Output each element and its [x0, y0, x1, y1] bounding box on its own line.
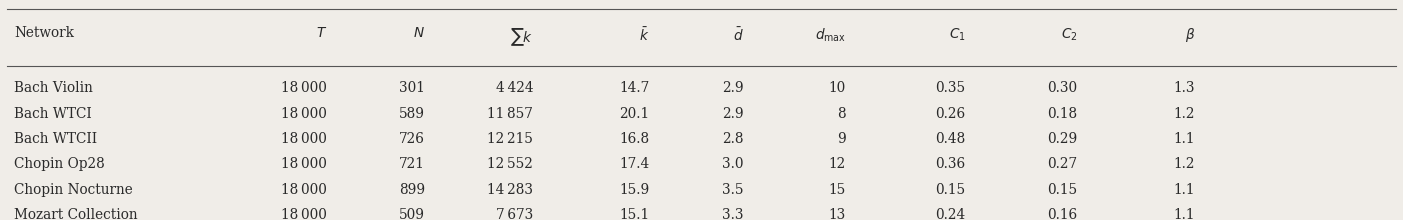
Text: 721: 721 [400, 157, 425, 171]
Text: Bach Violin: Bach Violin [14, 81, 93, 95]
Text: 2.9: 2.9 [723, 107, 744, 121]
Text: 0.15: 0.15 [1048, 183, 1078, 197]
Text: 14.7: 14.7 [619, 81, 650, 95]
Text: $C_2$: $C_2$ [1061, 26, 1078, 43]
Text: 18 000: 18 000 [281, 132, 327, 146]
Text: 4 424: 4 424 [495, 81, 533, 95]
Text: 301: 301 [400, 81, 425, 95]
Text: 9: 9 [838, 132, 846, 146]
Text: 18 000: 18 000 [281, 183, 327, 197]
Text: 15: 15 [829, 183, 846, 197]
Text: 11 857: 11 857 [487, 107, 533, 121]
Text: 12 215: 12 215 [487, 132, 533, 146]
Text: $C_1$: $C_1$ [948, 26, 965, 43]
Text: 0.48: 0.48 [934, 132, 965, 146]
Text: 726: 726 [400, 132, 425, 146]
Text: 0.18: 0.18 [1048, 107, 1078, 121]
Text: 0.27: 0.27 [1048, 157, 1078, 171]
Text: $\bar{d}$: $\bar{d}$ [732, 26, 744, 44]
Text: 8: 8 [838, 107, 846, 121]
Text: 0.24: 0.24 [934, 208, 965, 220]
Text: Bach WTCII: Bach WTCII [14, 132, 97, 146]
Text: 20.1: 20.1 [620, 107, 650, 121]
Text: 16.8: 16.8 [620, 132, 650, 146]
Text: 2.9: 2.9 [723, 81, 744, 95]
Text: Network: Network [14, 26, 74, 40]
Text: 18 000: 18 000 [281, 81, 327, 95]
Text: 18 000: 18 000 [281, 157, 327, 171]
Text: 12 552: 12 552 [487, 157, 533, 171]
Text: 17.4: 17.4 [619, 157, 650, 171]
Text: $\bar{k}$: $\bar{k}$ [640, 26, 650, 44]
Text: 0.36: 0.36 [936, 157, 965, 171]
Text: 2.8: 2.8 [723, 132, 744, 146]
Text: $\sum k$: $\sum k$ [509, 26, 533, 48]
Text: 0.15: 0.15 [936, 183, 965, 197]
Text: 15.9: 15.9 [619, 183, 650, 197]
Text: $N$: $N$ [414, 26, 425, 40]
Text: 1.1: 1.1 [1174, 132, 1195, 146]
Text: 1.3: 1.3 [1174, 81, 1195, 95]
Text: Chopin Op28: Chopin Op28 [14, 157, 105, 171]
Text: 0.29: 0.29 [1047, 132, 1078, 146]
Text: Mozart Collection: Mozart Collection [14, 208, 137, 220]
Text: 589: 589 [398, 107, 425, 121]
Text: 1.1: 1.1 [1174, 183, 1195, 197]
Text: $\beta$: $\beta$ [1186, 26, 1195, 44]
Text: $d_{\mathrm{max}}$: $d_{\mathrm{max}}$ [815, 26, 846, 44]
Text: 14 283: 14 283 [487, 183, 533, 197]
Text: 10: 10 [829, 81, 846, 95]
Text: 1.2: 1.2 [1174, 157, 1195, 171]
Text: 509: 509 [398, 208, 425, 220]
Text: 13: 13 [829, 208, 846, 220]
Text: 0.16: 0.16 [1048, 208, 1078, 220]
Text: 899: 899 [398, 183, 425, 197]
Text: $T$: $T$ [316, 26, 327, 40]
Text: 1.1: 1.1 [1174, 208, 1195, 220]
Text: 18 000: 18 000 [281, 107, 327, 121]
Text: 18 000: 18 000 [281, 208, 327, 220]
Text: 3.0: 3.0 [723, 157, 744, 171]
Text: 0.30: 0.30 [1048, 81, 1078, 95]
Text: 7 673: 7 673 [495, 208, 533, 220]
Text: 3.5: 3.5 [723, 183, 744, 197]
Text: 15.1: 15.1 [620, 208, 650, 220]
Text: 1.2: 1.2 [1174, 107, 1195, 121]
Text: Bach WTCI: Bach WTCI [14, 107, 91, 121]
Text: 12: 12 [829, 157, 846, 171]
Text: 3.3: 3.3 [723, 208, 744, 220]
Text: 0.35: 0.35 [936, 81, 965, 95]
Text: 0.26: 0.26 [936, 107, 965, 121]
Text: Chopin Nocturne: Chopin Nocturne [14, 183, 133, 197]
